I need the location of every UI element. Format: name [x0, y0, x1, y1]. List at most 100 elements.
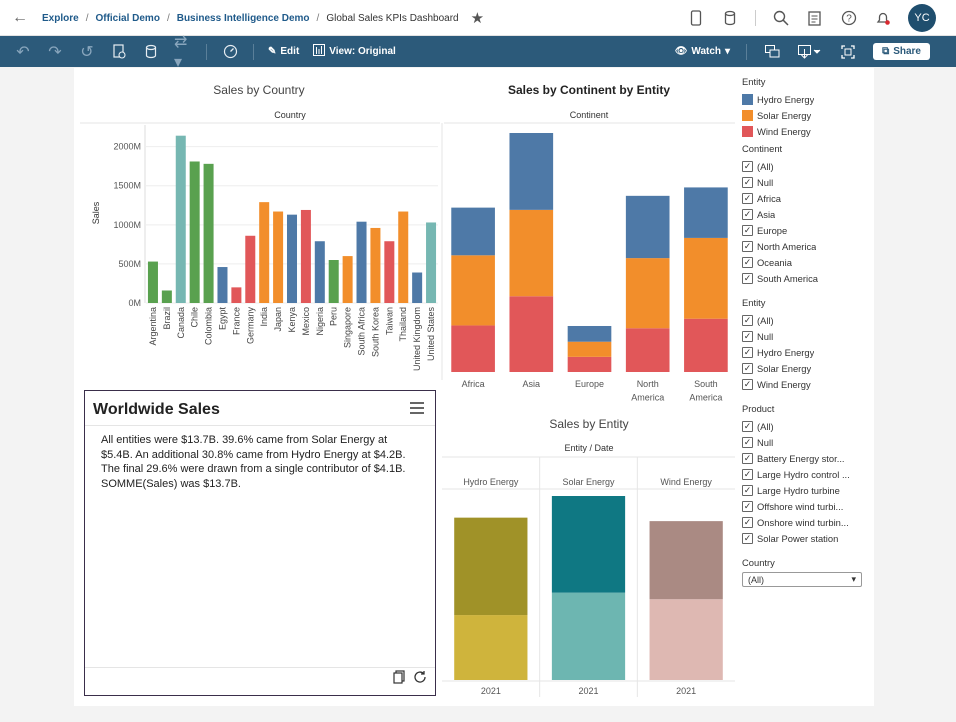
data-source-icon[interactable] [721, 9, 739, 27]
entity-filter-item[interactable]: ✓ Null [742, 328, 872, 344]
checkbox-checked-icon[interactable]: ✓ [742, 160, 753, 172]
checkbox-checked-icon[interactable]: ✓ [742, 484, 753, 496]
continent-filter-item[interactable]: ✓ South America [742, 270, 872, 286]
x-tick-label: Europe [575, 379, 604, 389]
pause-updates-icon[interactable] [142, 43, 160, 61]
checkbox-checked-icon[interactable]: ✓ [742, 330, 753, 342]
checkbox-checked-icon[interactable]: ✓ [742, 468, 753, 480]
undo-icon[interactable]: ↶ [16, 43, 30, 61]
back-arrow-icon[interactable]: ← [12, 9, 28, 26]
product-filter-item[interactable]: ✓ (All) [742, 418, 872, 434]
product-filter-item[interactable]: ✓ Onshore wind turbin... [742, 514, 872, 530]
x-tick-label: Brazil [162, 307, 172, 330]
checkbox-checked-icon[interactable]: ✓ [742, 224, 753, 236]
checkbox-checked-icon[interactable]: ✓ [742, 436, 753, 448]
continent-filter-item[interactable]: ✓ (All) [742, 158, 872, 174]
checkbox-checked-icon[interactable]: ✓ [742, 362, 753, 374]
avatar[interactable]: YC [908, 4, 936, 32]
bar [245, 235, 256, 303]
share-button[interactable]: ⧉ Share [873, 43, 930, 60]
x-tick-label: Chile [190, 307, 200, 328]
favorite-star-icon[interactable]: ★ [470, 10, 485, 27]
entity-legend-item[interactable]: Solar Energy [742, 107, 872, 123]
x-tick-label: South [694, 379, 718, 389]
checkbox-checked-icon[interactable]: ✓ [742, 192, 753, 204]
panel-footer-icons [393, 670, 427, 689]
breadcrumb-explore[interactable]: Explore [42, 12, 79, 24]
entity-filter-item[interactable]: ✓ Wind Energy [742, 376, 872, 392]
entity-legend: Hydro Energy Solar Energy Wind Energy [742, 91, 872, 139]
view-original-button[interactable]: View: Original [313, 44, 396, 59]
x-tick-label: Singapore [343, 307, 353, 348]
breadcrumb-bi-demo[interactable]: Business Intelligence Demo [176, 12, 310, 24]
checkbox-checked-icon[interactable]: ✓ [742, 516, 753, 528]
continent-filter-label: Africa [757, 192, 781, 204]
entity-filter-item[interactable]: ✓ Solar Energy [742, 360, 872, 376]
continent-filter-item[interactable]: ✓ Asia [742, 206, 872, 222]
breadcrumb-current: Global Sales KPIs Dashboard [326, 12, 459, 24]
entity-legend-item[interactable]: Hydro Energy [742, 91, 872, 107]
notes-icon[interactable] [806, 9, 824, 27]
entity-legend-item[interactable]: Wind Energy [742, 123, 872, 139]
checkbox-checked-icon[interactable]: ✓ [742, 378, 753, 390]
watch-button[interactable]: 👁︎ Watch ▾ [675, 46, 730, 57]
hamburger-menu-icon[interactable] [409, 401, 425, 415]
product-filter-item[interactable]: ✓ Large Hydro turbine [742, 482, 872, 498]
continent-filter-item[interactable]: ✓ Oceania [742, 254, 872, 270]
checkbox-checked-icon[interactable]: ✓ [742, 500, 753, 512]
checkbox-checked-icon[interactable]: ✓ [742, 240, 753, 252]
watch-button-label: Watch [691, 46, 722, 57]
checkbox-checked-icon[interactable]: ✓ [742, 208, 753, 220]
copy-icon[interactable] [393, 670, 405, 689]
breadcrumb-official-demo[interactable]: Official Demo [95, 12, 160, 24]
product-filter-item[interactable]: ✓ Null [742, 434, 872, 450]
checkbox-checked-icon[interactable]: ✓ [742, 256, 753, 268]
help-icon[interactable]: ? [840, 9, 858, 27]
entity-filter-item[interactable]: ✓ Hydro Energy [742, 344, 872, 360]
column-header: Entity / Date [564, 443, 613, 453]
device-preview-icon[interactable] [687, 9, 705, 27]
product-filter-item[interactable]: ✓ Large Hydro control ... [742, 466, 872, 482]
continent-filter-item[interactable]: ✓ North America [742, 238, 872, 254]
continent-filter-item[interactable]: ✓ Africa [742, 190, 872, 206]
x-tick-label: South Korea [370, 307, 380, 357]
x-tick-label: America [689, 393, 722, 403]
product-filter-item[interactable]: ✓ Battery Energy stor... [742, 450, 872, 466]
metrics-icon[interactable] [221, 43, 239, 61]
checkbox-checked-icon[interactable]: ✓ [742, 176, 753, 188]
notifications-bell-icon[interactable] [874, 9, 892, 27]
checkbox-checked-icon[interactable]: ✓ [742, 532, 753, 544]
bar [217, 267, 228, 303]
country-filter-dropdown[interactable]: (All) ▾ [742, 572, 862, 587]
view-icon [313, 44, 326, 59]
edit-button[interactable]: ✎ Edit [268, 46, 299, 57]
bar [384, 241, 395, 303]
refresh-data-icon[interactable] [110, 43, 128, 61]
revert-icon[interactable]: ↺ [80, 43, 94, 61]
x-tick-label: Canada [176, 307, 186, 339]
entity-legend-label: Wind Energy [757, 125, 811, 137]
redo-icon[interactable]: ↷ [48, 43, 62, 61]
color-swatch [742, 125, 753, 137]
product-filter-item[interactable]: ✓ Solar Power station [742, 530, 872, 546]
download-icon[interactable] [797, 43, 823, 61]
custom-views-icon[interactable] [763, 43, 781, 61]
refresh-icon[interactable] [413, 670, 427, 689]
checkbox-checked-icon[interactable]: ✓ [742, 314, 753, 326]
entity-legend-label: Hydro Energy [757, 93, 815, 105]
entity-filter-item[interactable]: ✓ (All) [742, 312, 872, 328]
product-filter-label: Battery Energy stor... [757, 452, 845, 464]
checkbox-checked-icon[interactable]: ✓ [742, 420, 753, 432]
continent-filter-item[interactable]: ✓ Europe [742, 222, 872, 238]
continent-filter-item[interactable]: ✓ Null [742, 174, 872, 190]
breadcrumb-separator: / [85, 12, 89, 24]
checkbox-checked-icon[interactable]: ✓ [742, 452, 753, 464]
continent-filter-label: South America [757, 272, 818, 284]
checkbox-checked-icon[interactable]: ✓ [742, 272, 753, 284]
x-tick-label: India [259, 307, 269, 327]
fullscreen-icon[interactable] [839, 43, 857, 61]
product-filter-item[interactable]: ✓ Offshore wind turbi... [742, 498, 872, 514]
search-icon[interactable] [772, 9, 790, 27]
checkbox-checked-icon[interactable]: ✓ [742, 346, 753, 358]
